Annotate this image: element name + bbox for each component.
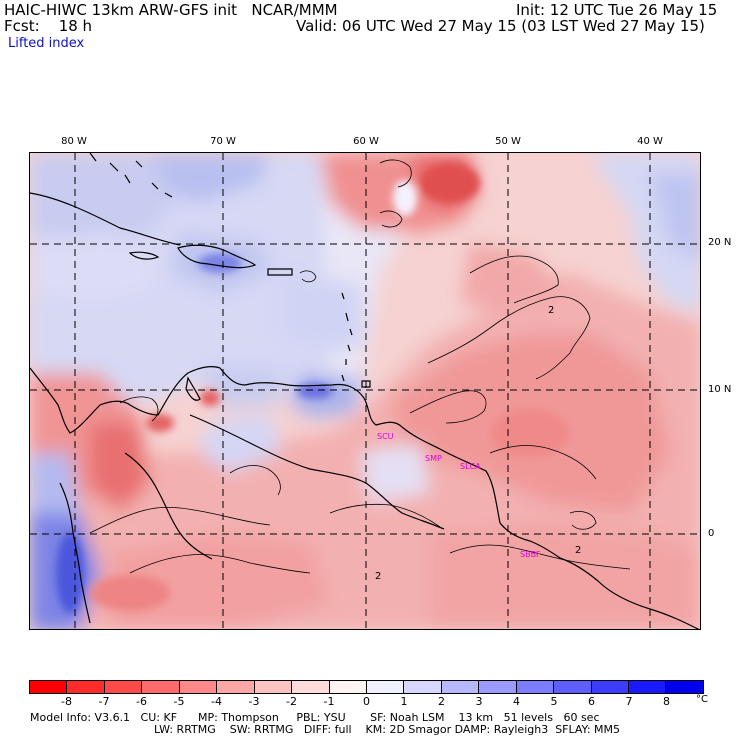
colorbar-tick-label: -6 — [136, 695, 147, 708]
colorbar-tick-label: 3 — [475, 695, 483, 708]
colorbar-tick-label: -8 — [61, 695, 72, 708]
colorbar-tick-label: -4 — [211, 695, 222, 708]
colorbar-swatch — [329, 681, 367, 693]
station-label-slca: SLCA — [460, 462, 481, 471]
colorbar — [29, 680, 704, 694]
colorbar-tick-label: -5 — [173, 695, 185, 708]
map-panel[interactable]: 2 2 2 SCU SMP SLCA SBBF — [29, 152, 701, 630]
colorbar-ticks: -8 -7 -6 -5 -4 -3 -2 -1 0 1 2 3 4 5 6 7 8 — [29, 695, 704, 709]
colorbar-swatch — [666, 681, 703, 693]
colorbar-tick-label: 8 — [663, 695, 670, 708]
colorbar-swatch — [217, 681, 255, 693]
colorbar-swatch — [254, 681, 293, 693]
colorbar-tick-label: -7 — [98, 695, 110, 708]
model-info-line1: Model Info: V3.6.1 CU: KF MP: Thompson P… — [30, 711, 600, 724]
colorbar-tick-label: 7 — [625, 695, 633, 708]
colorbar-swatch — [591, 681, 629, 693]
colorbar-swatch — [554, 681, 592, 693]
colorbar-swatch — [67, 681, 105, 693]
valid-time: Valid: 06 UTC Wed 27 May 15 (03 LST Wed … — [296, 17, 705, 35]
colorbar-tick-label: 1 — [400, 695, 408, 708]
colorbar-swatch — [104, 681, 143, 693]
colorbar-swatch — [30, 681, 68, 693]
lon-label-40w: 40 W — [637, 136, 663, 147]
contour-label: 2 — [375, 571, 381, 582]
colorbar-tick-label: 6 — [588, 695, 595, 708]
colorbar-swatch — [179, 681, 218, 693]
lat-label-20n: 20 N — [708, 237, 732, 248]
colorbar-swatch — [516, 681, 555, 693]
lat-label-equator: 0 — [708, 528, 715, 539]
station-label-smp: SMP — [425, 454, 442, 463]
colorbar-swatch — [629, 681, 667, 693]
colorbar-swatch — [441, 681, 480, 693]
colorbar-swatch — [292, 681, 330, 693]
colorbar-tick-label: -2 — [286, 695, 297, 708]
colorbar-swatch — [366, 681, 405, 693]
model-info-line2: LW: RRTMG SW: RRTMG DIFF: full KM: 2D Sm… — [154, 723, 620, 736]
station-label-scu: SCU — [377, 432, 394, 441]
contour-label: 2 — [575, 545, 581, 556]
forecast-hour: Fcst: 18 h — [4, 17, 93, 35]
lifted-index-map: 2 2 2 SCU SMP SLCA SBBF — [30, 153, 700, 629]
lon-label-60w: 60 W — [353, 136, 379, 147]
model-title: HAIC-HIWC 13km ARW-GFS init NCAR/MMM — [4, 1, 338, 19]
lon-label-80w: 80 W — [61, 136, 87, 147]
colorbar-tick-label: 0 — [363, 695, 370, 708]
colorbar-tick-label: 5 — [550, 695, 558, 708]
station-label-sbbf: SBBF — [520, 550, 541, 559]
lat-label-10n: 10 N — [708, 384, 732, 395]
colorbar-tick-label: 2 — [438, 695, 445, 708]
colorbar-tick-label: -3 — [248, 695, 260, 708]
init-time: Init: 12 UTC Tue 26 May 15 — [516, 1, 718, 19]
lon-label-50w: 50 W — [495, 136, 521, 147]
colorbar-tick-label: -1 — [323, 695, 335, 708]
contour-label: 2 — [548, 305, 554, 316]
colorbar-unit: °C — [696, 694, 708, 705]
lon-label-70w: 70 W — [210, 136, 236, 147]
colorbar-tick-label: 4 — [513, 695, 520, 708]
field-name: Lifted index — [8, 36, 85, 51]
colorbar-swatch — [404, 681, 442, 693]
colorbar-swatch — [479, 681, 517, 693]
colorbar-swatch — [142, 681, 180, 693]
